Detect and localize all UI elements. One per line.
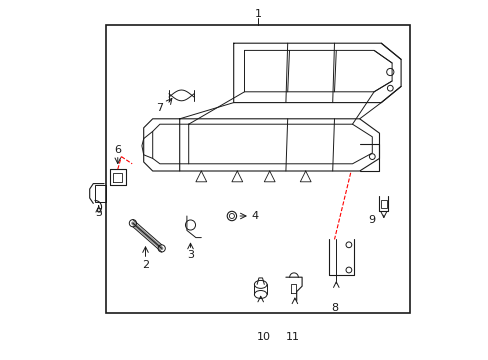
- Text: 2: 2: [142, 260, 149, 270]
- Text: 10: 10: [257, 332, 271, 342]
- Text: 9: 9: [368, 215, 375, 225]
- Text: 3: 3: [186, 250, 194, 260]
- Text: 11: 11: [285, 332, 300, 342]
- Text: 5: 5: [95, 208, 102, 219]
- Text: 6: 6: [114, 145, 121, 155]
- Text: 8: 8: [330, 303, 337, 313]
- Text: 7: 7: [156, 103, 163, 113]
- Bar: [380, 200, 386, 208]
- Bar: [106, 25, 409, 313]
- Text: 1: 1: [254, 9, 261, 19]
- Bar: [95, 185, 106, 202]
- Text: 4: 4: [251, 211, 258, 221]
